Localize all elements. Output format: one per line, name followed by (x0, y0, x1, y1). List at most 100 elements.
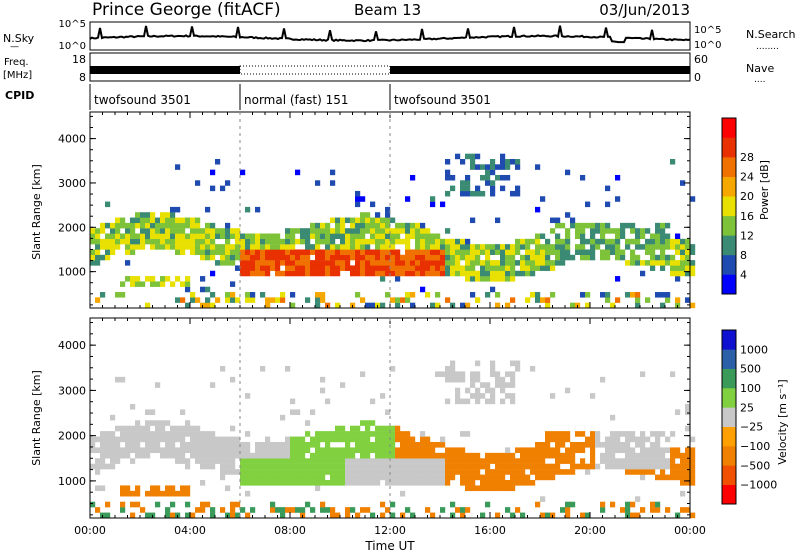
heatmap-cell (265, 437, 270, 443)
colorbar-swatch (722, 446, 736, 466)
heatmap-cell (100, 447, 105, 453)
heatmap-cell (660, 265, 665, 271)
heatmap-cell (510, 265, 515, 271)
heatmap-cell (420, 271, 425, 277)
heatmap-cell (370, 223, 375, 229)
heatmap-cell (155, 485, 160, 491)
heatmap-cell (615, 244, 620, 250)
heatmap-cell (425, 458, 430, 464)
heatmap-cell (465, 303, 470, 309)
heatmap-cell (165, 228, 170, 234)
velocity-colorbar-label: Velocity [m s⁻¹] (776, 379, 789, 464)
heatmap-cell (380, 502, 385, 508)
heatmap-cell (630, 453, 635, 459)
heatmap-cell (625, 239, 630, 245)
heatmap-cell (435, 244, 440, 250)
heatmap-cell (205, 502, 210, 508)
heatmap-cell (180, 239, 185, 245)
heatmap-cell (90, 437, 95, 443)
heatmap-cell (395, 271, 400, 277)
heatmap-cell (300, 480, 305, 486)
heatmap-cell (210, 303, 215, 309)
heatmap-cell (560, 431, 565, 437)
heatmap-cell (685, 244, 690, 250)
heatmap-cell (515, 480, 520, 486)
heatmap-cell (275, 265, 280, 271)
heatmap-cell (160, 426, 165, 432)
heatmap-cell (170, 513, 175, 519)
heatmap-cell (120, 502, 125, 508)
heatmap-cell (685, 458, 690, 464)
heatmap-cell (370, 480, 375, 486)
heatmap-cell (275, 464, 280, 470)
heatmap-cell (170, 431, 175, 437)
heatmap-cell (335, 513, 340, 519)
heatmap-cell (125, 447, 130, 453)
heatmap-cell (320, 249, 325, 255)
heatmap-cell (330, 260, 335, 266)
heatmap-cell (245, 480, 250, 486)
heatmap-cell (135, 431, 140, 437)
heatmap-cell (185, 513, 190, 519)
heatmap-cell (245, 249, 250, 255)
heatmap-cell (315, 260, 320, 266)
heatmap-cell (210, 170, 215, 176)
heatmap-cell (330, 458, 335, 464)
heatmap-cell (220, 228, 225, 234)
heatmap-cell (540, 496, 545, 502)
heatmap-cell (225, 234, 230, 240)
heatmap-cell (205, 431, 210, 437)
heatmap-cell (215, 453, 220, 459)
heatmap-cell (335, 447, 340, 453)
heatmap-cell (390, 437, 395, 443)
heatmap-cell (525, 244, 530, 250)
heatmap-cell (565, 458, 570, 464)
heatmap-cell (330, 447, 335, 453)
heatmap-cell (600, 234, 605, 240)
heatmap-cell (360, 244, 365, 250)
heatmap-cell (400, 437, 405, 443)
heatmap-cell (495, 469, 500, 475)
freq-left-tick-bottom: 8 (79, 71, 86, 84)
heatmap-cell (620, 255, 625, 261)
heatmap-cell (590, 249, 595, 255)
nave-label: Nave (746, 62, 774, 75)
heatmap-cell (660, 260, 665, 266)
heatmap-cell (630, 447, 635, 453)
heatmap-cell (350, 239, 355, 245)
heatmap-cell (340, 426, 345, 432)
heatmap-cell (365, 223, 370, 229)
heatmap-cell (400, 239, 405, 245)
heatmap-cell (150, 218, 155, 224)
heatmap-cell (480, 260, 485, 266)
heatmap-cell (245, 453, 250, 459)
heatmap-cell (120, 485, 125, 491)
heatmap-cell (305, 475, 310, 481)
heatmap-cell (600, 377, 605, 383)
heatmap-cell (435, 480, 440, 486)
heatmap-cell (430, 249, 435, 255)
power-colorbar-label: Power [dB] (758, 160, 771, 220)
heatmap-cell (525, 447, 530, 453)
heatmap-cell (180, 442, 185, 448)
heatmap-cell (690, 244, 695, 250)
heatmap-cell (285, 480, 290, 486)
heatmap-cell (645, 260, 650, 266)
heatmap-cell (505, 447, 510, 453)
heatmap-cell (635, 458, 640, 464)
heatmap-cell (110, 442, 115, 448)
heatmap-cell (295, 507, 300, 513)
heatmap-cell (250, 260, 255, 266)
heatmap-cell (130, 239, 135, 245)
heatmap-cell (270, 442, 275, 448)
heatmap-cell (360, 475, 365, 481)
heatmap-cell (545, 265, 550, 271)
heatmap-cell (195, 239, 200, 245)
heatmap-cell (145, 234, 150, 240)
heatmap-cell (385, 431, 390, 437)
heatmap-cell (345, 469, 350, 475)
heatmap-cell (670, 244, 675, 250)
heatmap-cell (655, 464, 660, 470)
heatmap-cell (415, 255, 420, 261)
heatmap-cell (115, 447, 120, 453)
